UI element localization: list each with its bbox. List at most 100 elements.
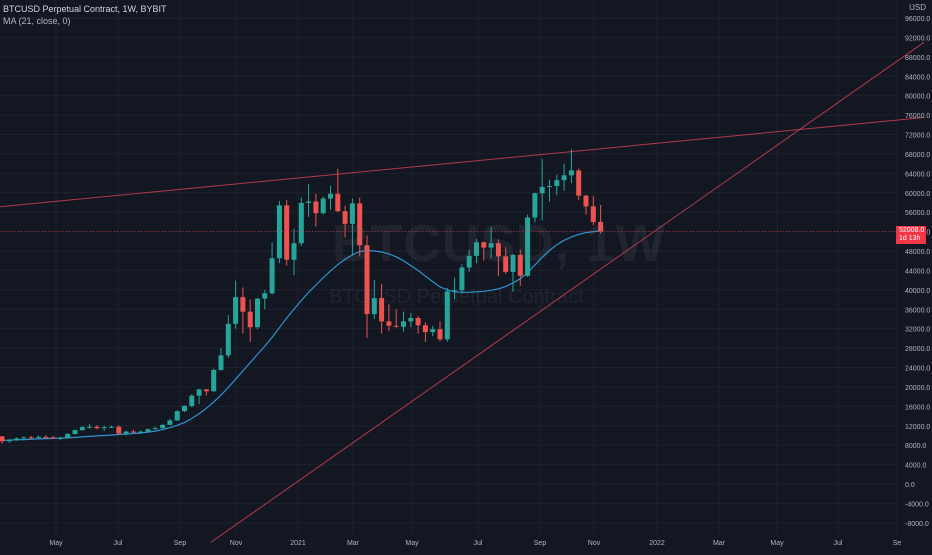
- price-tick-label: 44000.0: [905, 268, 930, 275]
- candle: [437, 321, 443, 342]
- time-tick-label: Jul: [114, 540, 123, 547]
- candle: [568, 149, 574, 184]
- candle-body: [203, 389, 209, 392]
- candle: [14, 437, 20, 441]
- candle: [87, 423, 93, 429]
- candle-body: [444, 291, 450, 340]
- candle: [525, 214, 531, 277]
- candle-body: [349, 203, 355, 224]
- candle: [291, 228, 297, 276]
- candle-body: [430, 329, 436, 333]
- candle: [408, 313, 414, 328]
- candle-body: [72, 430, 78, 435]
- candle-body: [6, 439, 12, 442]
- candle-body: [371, 298, 377, 315]
- candle-body: [474, 242, 479, 256]
- candle: [189, 394, 195, 408]
- candle: [342, 205, 348, 238]
- candle: [255, 298, 260, 330]
- time-tick-label: 2022: [649, 540, 665, 547]
- indicator-label[interactable]: MA (21, close, 0): [3, 16, 71, 26]
- candle-body: [503, 256, 509, 272]
- candle: [21, 436, 27, 441]
- price-tick-label: 68000.0: [905, 152, 930, 159]
- trendline-upper[interactable]: [0, 117, 925, 208]
- price-tick-label: 40000.0: [905, 288, 930, 295]
- price-tick-label: 32000.0: [905, 327, 930, 334]
- time-tick-label: Nov: [588, 540, 601, 547]
- time-tick-label: Mar: [713, 540, 726, 547]
- price-tick-label: 80000.0: [905, 94, 930, 101]
- candle-body: [415, 317, 421, 326]
- candle-body: [481, 242, 487, 248]
- candle: [459, 264, 465, 294]
- candle-body: [561, 175, 567, 181]
- price-tick-label: 48000.0: [905, 249, 930, 256]
- candle: [466, 250, 472, 272]
- candle-body: [590, 206, 596, 222]
- time-axis[interactable]: May Jul Sep Nov 2021 Mar May Jul Sep Nov 2022 Mar Ma…: [49, 540, 901, 547]
- candle: [79, 426, 85, 431]
- price-tick-label: 76000.0: [905, 113, 930, 120]
- trendline-support[interactable]: [210, 41, 925, 543]
- candle: [386, 304, 392, 332]
- candle: [401, 311, 406, 332]
- candle-body: [576, 170, 582, 196]
- candle: [422, 322, 428, 342]
- candle: [306, 184, 312, 218]
- candle: [481, 241, 487, 261]
- symbol-title[interactable]: BTCUSD Perpetual Contract, 1W, BYBIT: [3, 4, 167, 14]
- moving-average-layer: [1, 230, 601, 441]
- candle: [211, 368, 217, 392]
- symbol-watermark: BTCUSD, 1W: [332, 215, 666, 273]
- price-tick-label: 92000.0: [905, 35, 930, 42]
- candle-body: [87, 426, 93, 428]
- candle: [269, 242, 275, 295]
- price-tick-label: 96000.0: [905, 16, 930, 23]
- candle: [583, 194, 589, 215]
- candle-body: [225, 323, 231, 356]
- candle: [371, 280, 377, 319]
- candle-body: [598, 221, 604, 232]
- candle: [0, 435, 5, 444]
- last-price-tag: 52008.0 1d 13h: [896, 225, 926, 244]
- price-axis[interactable]: 96000.0 92000.0 88000.0 84000.0 80000.0 76000…: [905, 16, 930, 528]
- candle: [430, 325, 436, 336]
- candle: [284, 200, 290, 266]
- candle-body: [437, 329, 443, 340]
- candle-body: [408, 317, 414, 322]
- candle: [116, 425, 122, 435]
- trendlines[interactable]: [0, 41, 925, 543]
- candle: [298, 197, 304, 247]
- candle: [174, 410, 180, 421]
- candle-body: [50, 437, 56, 439]
- price-tick-label: 0.0: [905, 482, 915, 489]
- price-tick-label: 16000.0: [905, 404, 930, 411]
- candle-body: [284, 205, 290, 260]
- candle-body: [393, 325, 399, 327]
- price-tick-label: -8000.0: [905, 521, 929, 528]
- candle: [57, 436, 63, 440]
- candle-body: [335, 193, 341, 212]
- candle: [203, 388, 209, 396]
- candle: [276, 201, 282, 264]
- ma-line: [1, 230, 601, 441]
- candle: [328, 185, 333, 210]
- time-tick-label: Sep: [534, 540, 547, 547]
- time-tick-label: Jul: [474, 540, 483, 547]
- time-tick-label: Nov: [230, 540, 243, 547]
- candle-body: [65, 434, 71, 438]
- candle: [167, 418, 173, 426]
- candle: [43, 434, 49, 438]
- candle-body: [138, 431, 144, 433]
- candle: [510, 253, 516, 292]
- candle-body: [364, 245, 370, 315]
- price-tick-label: 64000.0: [905, 171, 930, 178]
- candle-body: [298, 202, 304, 244]
- candle-body: [342, 211, 348, 224]
- candle: [393, 309, 399, 328]
- candle: [539, 158, 545, 221]
- candle-body: [233, 297, 239, 324]
